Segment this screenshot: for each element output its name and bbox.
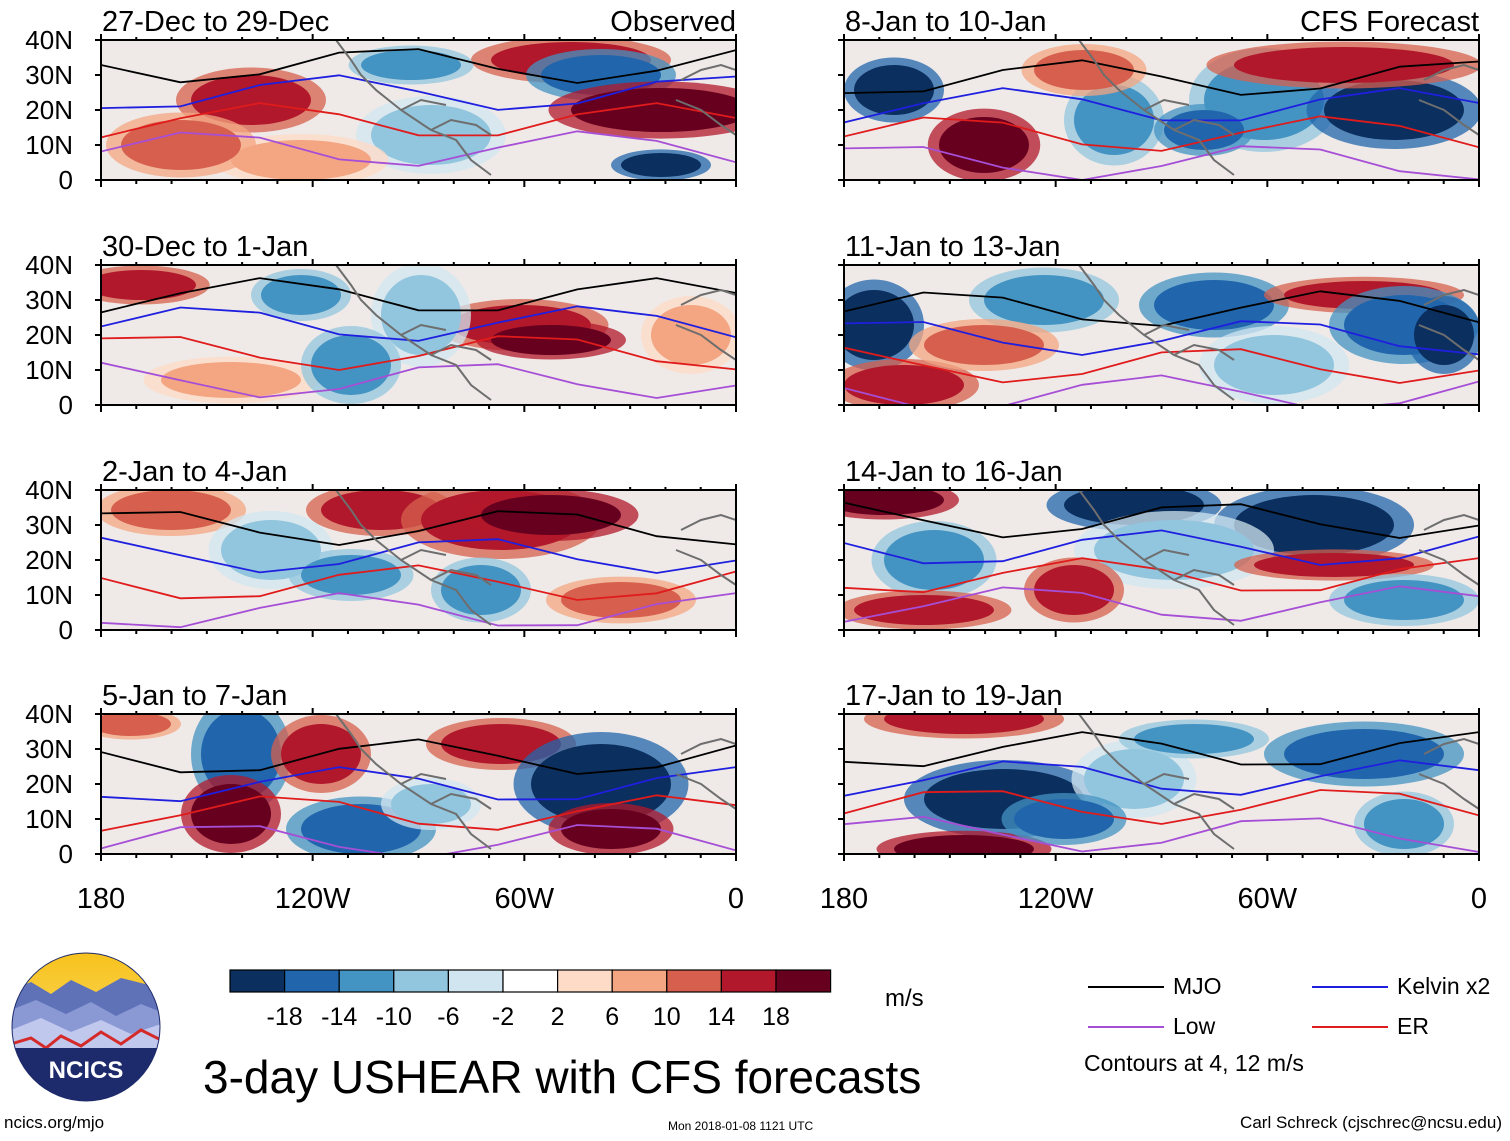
legend-kelvin: Kelvin x2 xyxy=(1312,973,1490,1000)
legend-kelvin-label: Kelvin x2 xyxy=(1397,973,1491,999)
colorbar-tick-label: 6 xyxy=(605,1003,619,1031)
legend-mjo-line xyxy=(1088,985,1164,988)
lat-tick-label: 40N xyxy=(25,699,73,729)
lon-tick-label: 0 xyxy=(728,883,744,915)
map-panel: 17-Jan to 19-Jan 180 120W 60W 0 xyxy=(820,680,1487,915)
lon-tick-label: 60W xyxy=(495,883,555,915)
lat-tick-label: 30N xyxy=(25,734,73,764)
ncics-logo-graphic: NCICS xyxy=(11,952,161,1102)
lat-tick-label: 0 xyxy=(59,839,73,869)
panel-period: 11-Jan to 13-Jan xyxy=(845,231,1061,263)
lat-tick-label: 0 xyxy=(59,390,73,420)
map-panel: 40N 30N 20N 10N 0 5-Jan to 7-Jan 180 120W 60W 0 xyxy=(25,680,744,915)
legend-mjo-label: MJO xyxy=(1173,973,1222,999)
colorbar-tick-label: -10 xyxy=(376,1003,412,1031)
ncics-logo: NCICS xyxy=(11,952,161,1102)
panel-source: CFS Forecast xyxy=(1300,6,1479,38)
colorbar-tick-label: -6 xyxy=(437,1003,459,1031)
lon-tick-label: 120W xyxy=(275,883,351,915)
legend-low-line xyxy=(1088,1025,1164,1028)
logo-text: NCICS xyxy=(49,1057,124,1084)
colorbar-bin xyxy=(393,969,450,993)
colorbar-bin xyxy=(720,969,777,993)
lat-tick-label: 0 xyxy=(59,615,73,645)
site-link[interactable]: ncics.org/mjo xyxy=(4,1113,105,1132)
contour-note: Contours at 4, 12 m/s xyxy=(1084,1050,1304,1076)
legend-low-label: Low xyxy=(1173,1013,1216,1039)
colorbar-tick-label: -18 xyxy=(267,1003,303,1031)
lat-tick-label: 30N xyxy=(25,510,73,540)
colorbar-bin xyxy=(338,969,395,993)
lat-tick-label: 20N xyxy=(25,545,73,575)
legend-kelvin-line xyxy=(1312,985,1388,988)
legend-low: Low xyxy=(1088,1013,1215,1040)
lat-tick-label: 10N xyxy=(25,355,73,385)
colorbar: -18 -14 -10 -6 -2 2 6 10 14 18 xyxy=(229,969,832,1031)
lat-tick-label: 30N xyxy=(25,60,73,90)
map-panel: 40N 30N 20N 10N 0 27-Dec to 29-Dec Observed xyxy=(25,6,737,195)
colorbar-bin xyxy=(229,969,286,993)
panel-period: 2-Jan to 4-Jan xyxy=(102,456,287,488)
colorbar-tick-label: -2 xyxy=(492,1003,514,1031)
colorbar-tick-label: 14 xyxy=(707,1003,735,1031)
timestamp: Mon 2018-01-08 1121 UTC xyxy=(668,1119,814,1133)
panel-period: 27-Dec to 29-Dec xyxy=(102,6,329,38)
colorbar-tick-label: 2 xyxy=(551,1003,565,1031)
map-panel: 8-Jan to 10-Jan CFS Forecast xyxy=(838,6,1480,187)
panel-period: 8-Jan to 10-Jan xyxy=(845,6,1047,38)
map-panel: 40N 30N 20N 10N 0 30-Dec to 1-Jan xyxy=(25,231,737,420)
legend-mjo: MJO xyxy=(1088,973,1222,1000)
lat-tick-label: 10N xyxy=(25,580,73,610)
lon-tick-label: 180 xyxy=(820,883,868,915)
map-panel: 11-Jan to 13-Jan xyxy=(838,231,1480,412)
lon-tick-label: 60W xyxy=(1238,883,1298,915)
lat-tick-label: 40N xyxy=(25,475,73,505)
shear-map-figure: 40N 30N 20N 10N 0 27-Dec to 29-Dec Observed 8-J… xyxy=(25,6,1487,915)
colorbar-bin xyxy=(557,969,613,993)
colorbar-bin xyxy=(611,969,668,993)
legend-er-line xyxy=(1312,1025,1388,1028)
lat-tick-label: 10N xyxy=(25,804,73,834)
lat-tick-label: 40N xyxy=(25,25,73,55)
legend-er: ER xyxy=(1312,1013,1429,1040)
colorbar-bin xyxy=(447,969,504,993)
panel-period: 14-Jan to 16-Jan xyxy=(845,456,1063,488)
lat-tick-label: 20N xyxy=(25,320,73,350)
colorbar-tick-label: -14 xyxy=(321,1003,357,1031)
lat-tick-label: 0 xyxy=(59,165,73,195)
lat-tick-label: 20N xyxy=(25,95,73,125)
colorbar-tick-label: 18 xyxy=(762,1003,790,1031)
panel-period: 17-Jan to 19-Jan xyxy=(845,680,1063,712)
lat-tick-label: 30N xyxy=(25,285,73,315)
map-panel: 14-Jan to 16-Jan xyxy=(838,456,1480,637)
lon-tick-label: 180 xyxy=(77,883,125,915)
lon-tick-label: 120W xyxy=(1018,883,1094,915)
colorbar-bin xyxy=(666,969,722,993)
page-title: 3-day USHEAR with CFS forecasts xyxy=(203,1051,922,1103)
legend-er-label: ER xyxy=(1397,1013,1429,1039)
lat-tick-label: 10N xyxy=(25,130,73,160)
author-credit: Carl Schreck (cjschrec@ncsu.edu) xyxy=(1240,1113,1502,1132)
units-label: m/s xyxy=(885,985,924,1012)
panel-source: Observed xyxy=(610,6,736,38)
map-panel: 40N 30N 20N 10N 0 2-Jan to 4-Jan xyxy=(25,456,737,645)
lat-tick-label: 40N xyxy=(25,250,73,280)
panel-period: 30-Dec to 1-Jan xyxy=(102,231,308,263)
colorbar-bin xyxy=(502,969,559,993)
panel-period: 5-Jan to 7-Jan xyxy=(102,680,287,712)
lat-tick-label: 20N xyxy=(25,769,73,799)
colorbar-bin xyxy=(283,969,340,993)
colorbar-bin xyxy=(775,969,832,993)
lon-tick-label: 0 xyxy=(1471,883,1487,915)
colorbar-tick-label: 10 xyxy=(653,1003,681,1031)
